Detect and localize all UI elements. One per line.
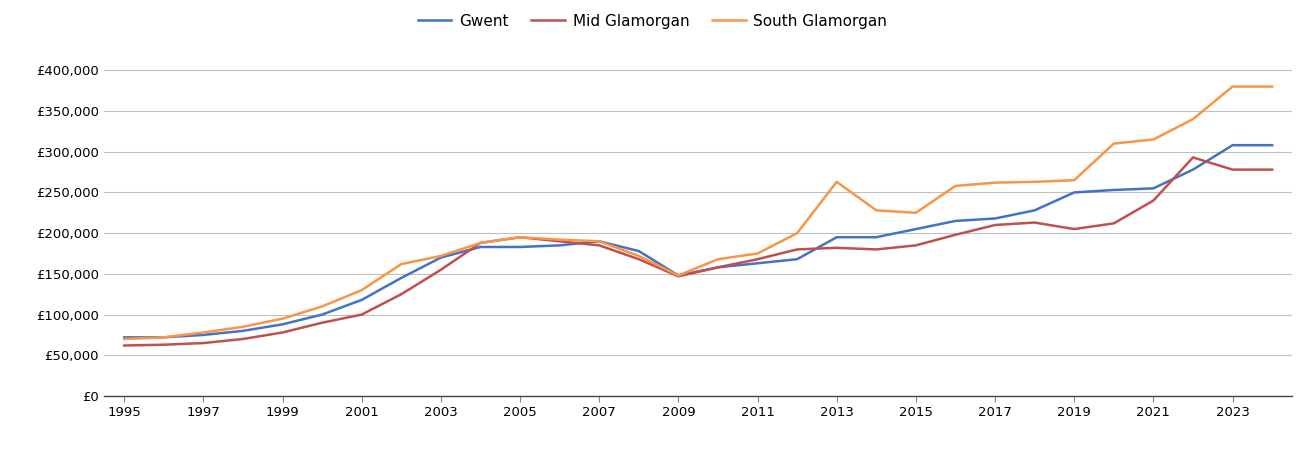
- Line: Mid Glamorgan: Mid Glamorgan: [124, 158, 1272, 346]
- Line: Gwent: Gwent: [124, 145, 1272, 338]
- Mid Glamorgan: [235, 336, 251, 342]
- South Glamorgan: [235, 324, 251, 329]
- Mid Glamorgan: [315, 320, 330, 325]
- Gwent: [393, 275, 408, 281]
- South Glamorgan: [671, 273, 686, 278]
- South Glamorgan: [908, 210, 924, 216]
- Gwent: [671, 273, 686, 278]
- South Glamorgan: [1027, 179, 1043, 184]
- South Glamorgan: [1185, 117, 1201, 122]
- Mid Glamorgan: [671, 274, 686, 279]
- South Glamorgan: [196, 330, 211, 335]
- Mid Glamorgan: [1146, 198, 1161, 203]
- Mid Glamorgan: [591, 243, 607, 248]
- Gwent: [710, 265, 726, 270]
- Mid Glamorgan: [472, 240, 488, 246]
- Gwent: [116, 335, 132, 340]
- South Glamorgan: [433, 253, 449, 259]
- South Glamorgan: [1066, 177, 1082, 183]
- Gwent: [1265, 143, 1280, 148]
- Gwent: [749, 261, 765, 266]
- Gwent: [1066, 190, 1082, 195]
- Gwent: [552, 243, 568, 248]
- Gwent: [908, 226, 924, 232]
- Gwent: [433, 255, 449, 260]
- South Glamorgan: [868, 207, 883, 213]
- Mid Glamorgan: [947, 232, 963, 238]
- South Glamorgan: [947, 183, 963, 189]
- Mid Glamorgan: [829, 245, 844, 251]
- Gwent: [868, 234, 883, 240]
- Mid Glamorgan: [393, 292, 408, 297]
- Gwent: [632, 248, 647, 254]
- Gwent: [275, 322, 291, 327]
- Mid Glamorgan: [1105, 220, 1121, 226]
- Gwent: [472, 244, 488, 250]
- Gwent: [1105, 187, 1121, 193]
- Gwent: [591, 238, 607, 244]
- Mid Glamorgan: [275, 330, 291, 335]
- South Glamorgan: [632, 253, 647, 259]
- Mid Glamorgan: [433, 267, 449, 273]
- Gwent: [1185, 167, 1201, 172]
- Mid Glamorgan: [1265, 167, 1280, 172]
- South Glamorgan: [116, 336, 132, 342]
- Mid Glamorgan: [868, 247, 883, 252]
- Mid Glamorgan: [512, 234, 527, 240]
- South Glamorgan: [472, 240, 488, 246]
- Mid Glamorgan: [116, 343, 132, 348]
- South Glamorgan: [1224, 84, 1240, 89]
- South Glamorgan: [710, 256, 726, 262]
- South Glamorgan: [315, 304, 330, 309]
- Mid Glamorgan: [1224, 167, 1240, 172]
- Mid Glamorgan: [632, 256, 647, 262]
- Gwent: [1224, 143, 1240, 148]
- Mid Glamorgan: [988, 222, 1004, 228]
- Gwent: [155, 335, 171, 340]
- Mid Glamorgan: [1066, 226, 1082, 232]
- Mid Glamorgan: [1185, 155, 1201, 160]
- Mid Glamorgan: [908, 243, 924, 248]
- Mid Glamorgan: [749, 256, 765, 262]
- Legend: Gwent, Mid Glamorgan, South Glamorgan: Gwent, Mid Glamorgan, South Glamorgan: [411, 8, 894, 35]
- Mid Glamorgan: [790, 247, 805, 252]
- Gwent: [196, 332, 211, 338]
- South Glamorgan: [512, 234, 527, 240]
- Gwent: [512, 244, 527, 250]
- Mid Glamorgan: [552, 238, 568, 244]
- Gwent: [1146, 186, 1161, 191]
- Line: South Glamorgan: South Glamorgan: [124, 86, 1272, 339]
- Gwent: [790, 256, 805, 262]
- South Glamorgan: [155, 335, 171, 340]
- Gwent: [354, 297, 369, 302]
- Gwent: [829, 234, 844, 240]
- Gwent: [315, 312, 330, 317]
- Mid Glamorgan: [155, 342, 171, 347]
- Gwent: [1027, 207, 1043, 213]
- Mid Glamorgan: [1027, 220, 1043, 225]
- Mid Glamorgan: [710, 265, 726, 270]
- South Glamorgan: [275, 316, 291, 321]
- South Glamorgan: [1265, 84, 1280, 89]
- South Glamorgan: [790, 230, 805, 236]
- South Glamorgan: [1105, 141, 1121, 146]
- South Glamorgan: [988, 180, 1004, 185]
- Mid Glamorgan: [354, 312, 369, 317]
- Gwent: [235, 328, 251, 333]
- South Glamorgan: [354, 288, 369, 293]
- Gwent: [988, 216, 1004, 221]
- South Glamorgan: [393, 261, 408, 267]
- South Glamorgan: [829, 179, 844, 184]
- Mid Glamorgan: [196, 340, 211, 346]
- Gwent: [947, 218, 963, 224]
- South Glamorgan: [552, 237, 568, 243]
- South Glamorgan: [749, 251, 765, 256]
- South Glamorgan: [1146, 137, 1161, 142]
- South Glamorgan: [591, 238, 607, 244]
